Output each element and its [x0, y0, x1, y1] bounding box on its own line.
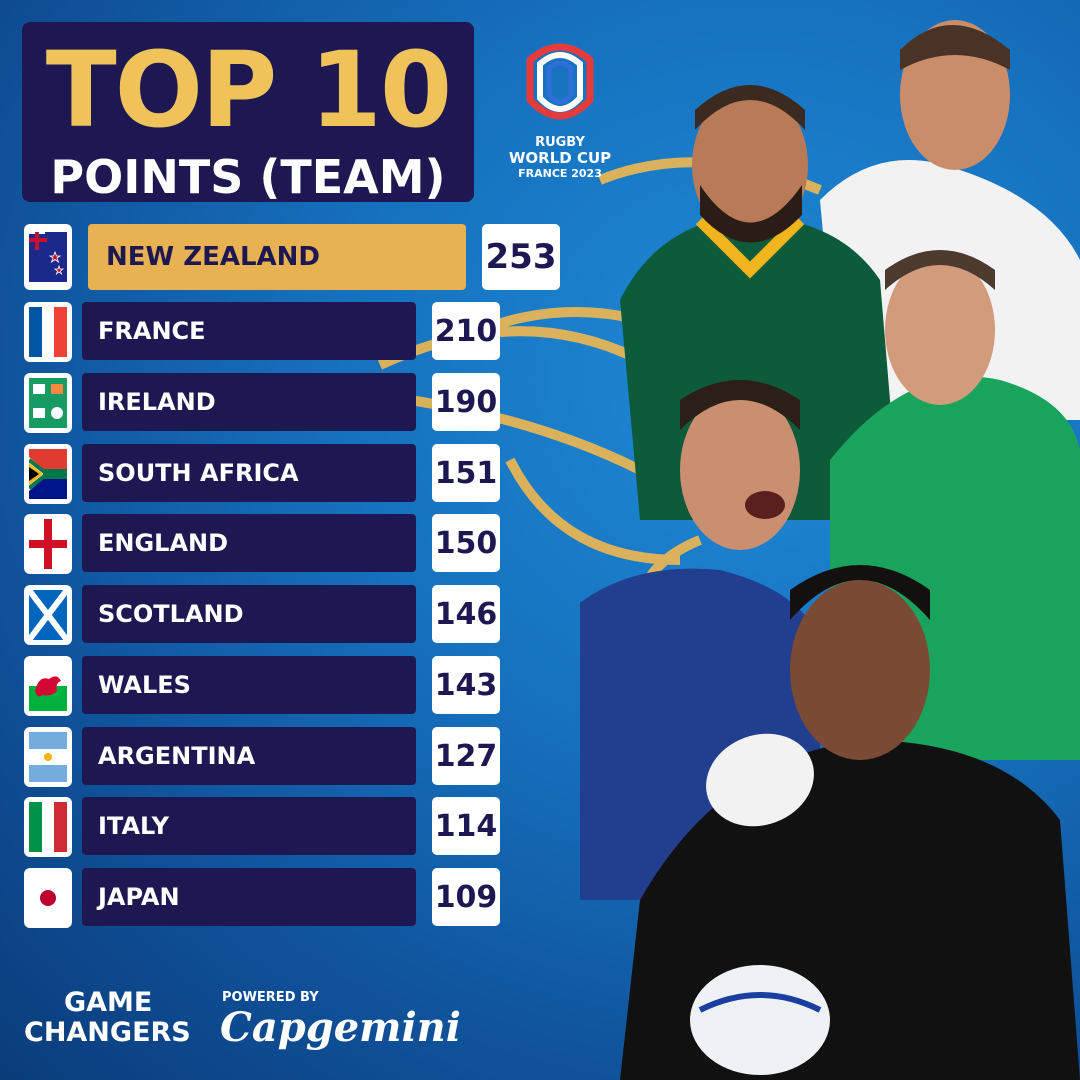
ranking-row: SOUTH AFRICA 151 — [24, 444, 564, 504]
powered-by-label: POWERED BY — [222, 990, 319, 1005]
team-points: 143 — [432, 656, 500, 714]
ranking-row: ENGLAND 150 — [24, 514, 564, 574]
italy-flag-icon — [24, 797, 72, 857]
game-changers-logo: GAME CHANGERS — [24, 988, 191, 1048]
team-name: IRELAND — [82, 373, 416, 431]
logo-text-line2: WORLD CUP — [508, 149, 612, 167]
new-zealand-player-image — [620, 565, 1080, 1080]
page-title: TOP 10 — [45, 29, 453, 151]
brand-line1: GAME — [64, 987, 153, 1018]
south-africa-flag-icon — [24, 444, 72, 504]
team-points: 151 — [432, 444, 500, 502]
team-name: ITALY — [82, 797, 416, 855]
capgemini-logo: Capgemini — [220, 1004, 461, 1051]
team-name: ENGLAND — [82, 514, 416, 572]
team-name: SCOTLAND — [82, 585, 416, 643]
ranking-row: SCOTLAND 146 — [24, 585, 564, 645]
team-points: 210 — [432, 302, 500, 360]
team-points: 190 — [432, 373, 500, 431]
team-name: SOUTH AFRICA — [82, 444, 416, 502]
team-points: 127 — [432, 727, 500, 785]
team-name: FRANCE — [82, 302, 416, 360]
new-zealand-flag-icon — [24, 224, 72, 290]
ranking-row: WALES 143 — [24, 656, 564, 716]
team-name: NEW ZEALAND — [88, 224, 466, 290]
logo-text-line1: RUGBY — [535, 135, 585, 150]
team-points: 253 — [482, 224, 560, 290]
team-points: 109 — [432, 868, 500, 926]
players-photo-collage — [580, 20, 1080, 1080]
ranking-row: JAPAN 109 — [24, 868, 564, 928]
team-points: 114 — [432, 797, 500, 855]
team-points: 146 — [432, 585, 500, 643]
brand-line2: CHANGERS — [24, 1017, 191, 1048]
team-name: JAPAN — [82, 868, 416, 926]
ireland-flag-icon — [24, 373, 72, 433]
japan-flag-icon — [24, 868, 72, 928]
ranking-row: ITALY 114 — [24, 797, 564, 857]
ranking-row: ARGENTINA 127 — [24, 727, 564, 787]
logo-text-line3: FRANCE 2023 — [518, 167, 602, 180]
team-points: 150 — [432, 514, 500, 572]
ranking-row: IRELAND 190 — [24, 373, 564, 433]
ranking-row: FRANCE 210 — [24, 302, 564, 362]
england-flag-icon — [24, 514, 72, 574]
france-flag-icon — [24, 302, 72, 362]
team-name: ARGENTINA — [82, 727, 416, 785]
team-name: WALES — [82, 656, 416, 714]
scotland-flag-icon — [24, 585, 72, 645]
title-box: TOP 10 POINTS (TEAM) — [22, 22, 474, 202]
ranking-row: NEW ZEALAND 253 — [24, 224, 564, 290]
rugby-world-cup-logo: RUGBY WORLD CUP FRANCE 2023 — [505, 40, 615, 190]
page-subtitle: POINTS (TEAM) — [50, 150, 446, 204]
wales-flag-icon — [24, 656, 72, 716]
rwc-emblem-icon — [526, 43, 594, 120]
argentina-flag-icon — [24, 727, 72, 787]
